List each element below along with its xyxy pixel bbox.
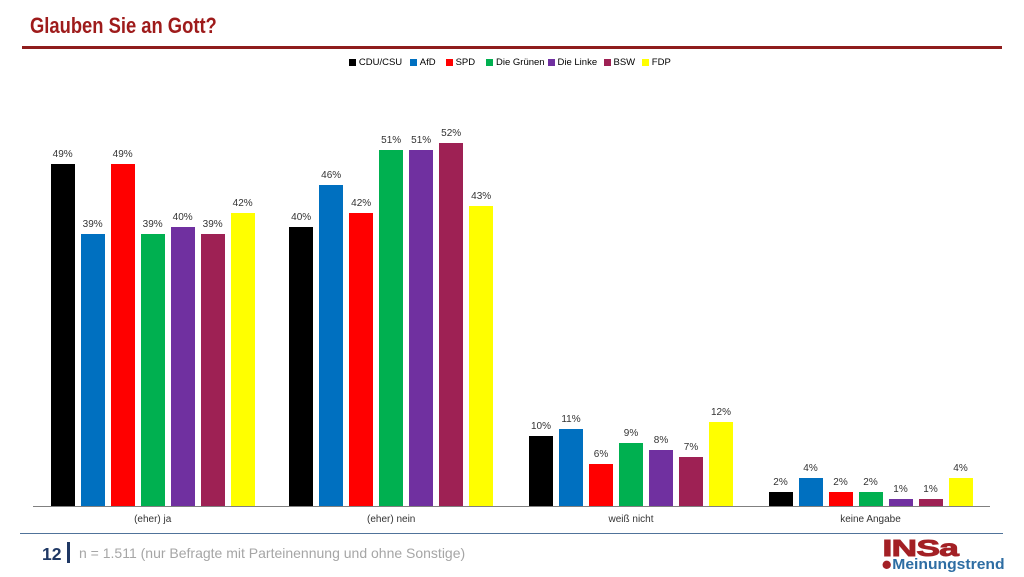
svg-text:INSa: INSa: [883, 536, 960, 562]
svg-text:Meinungstrend: Meinungstrend: [892, 556, 1004, 573]
